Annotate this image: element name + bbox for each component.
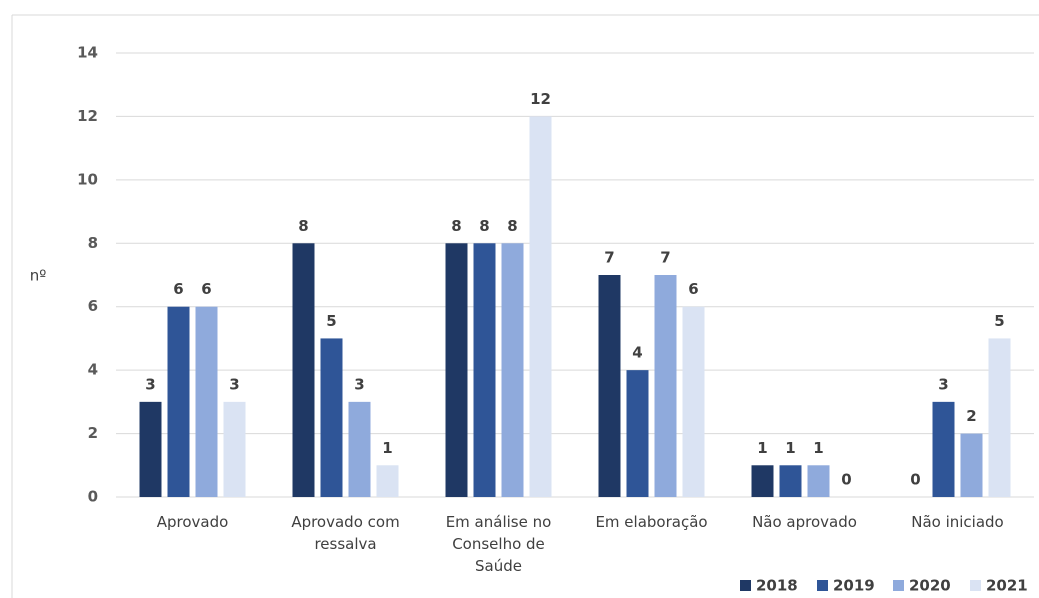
bar: [751, 465, 774, 497]
x-tick-label: Aprovado: [156, 513, 229, 531]
value-label: 7: [660, 249, 670, 267]
y-tick-label: 6: [88, 297, 98, 315]
bar: [501, 243, 524, 497]
bar: [139, 401, 162, 497]
y-tick-label: 0: [88, 488, 98, 506]
y-axis-label: nº: [30, 267, 47, 285]
bar: [195, 306, 218, 497]
bar: [960, 433, 983, 497]
legend-swatch: [817, 580, 828, 591]
x-tick-label: Em análise no Conselho de Saúde: [445, 513, 552, 575]
bar: [932, 401, 955, 497]
value-label: 1: [785, 439, 795, 457]
value-label: 6: [173, 280, 183, 298]
value-label: 8: [298, 217, 308, 235]
value-label: 8: [507, 217, 517, 235]
x-tick-label-box: Não iniciado: [911, 513, 1004, 531]
value-label: 1: [813, 439, 823, 457]
value-label: 5: [326, 312, 336, 330]
bar: [529, 116, 552, 497]
value-label: 3: [354, 375, 364, 393]
value-label: 1: [757, 439, 767, 457]
bar: [376, 465, 399, 497]
x-tick-label: Aprovado com ressalva: [291, 513, 400, 553]
value-label: 0: [910, 471, 920, 489]
bar: [348, 401, 371, 497]
bar: [445, 243, 468, 497]
bar: [473, 243, 496, 497]
legend-label: 2021: [986, 577, 1028, 595]
value-label: 7: [604, 249, 614, 267]
legend-swatch: [893, 580, 904, 591]
y-tick-label: 14: [77, 44, 98, 62]
value-label: 3: [145, 375, 155, 393]
value-label: 3: [229, 375, 239, 393]
x-tick-label-box: Aprovado: [156, 513, 229, 531]
y-tick-label: 12: [77, 107, 98, 125]
x-tick-label-box: Em elaboração: [595, 513, 708, 531]
value-label: 4: [632, 344, 642, 362]
legend-swatch: [740, 580, 751, 591]
y-tick-label: 4: [88, 361, 98, 379]
legend-swatch: [970, 580, 981, 591]
value-label: 8: [451, 217, 461, 235]
value-label: 6: [201, 280, 211, 298]
value-label: 12: [530, 90, 551, 108]
x-tick-label-box: Aprovado com ressalva: [291, 513, 400, 553]
y-tick-label: 8: [88, 234, 98, 252]
bar: [779, 465, 802, 497]
x-tick-label: Não aprovado: [752, 513, 857, 531]
bar: [682, 306, 705, 497]
bar: [807, 465, 830, 497]
value-label: 3: [938, 375, 948, 393]
value-label: 1: [382, 439, 392, 457]
bar: [654, 275, 677, 497]
value-label: 6: [688, 280, 698, 298]
bar: [320, 338, 343, 497]
bar: [223, 401, 246, 497]
legend-label: 2020: [909, 577, 951, 595]
value-label: 2: [966, 407, 976, 425]
value-label: 5: [994, 312, 1004, 330]
bar: [167, 306, 190, 497]
bar: [626, 370, 649, 497]
x-tick-label: Em elaboração: [595, 513, 708, 531]
legend-label: 2019: [833, 577, 875, 595]
y-tick-label: 10: [77, 170, 98, 188]
x-tick-label-box: Não aprovado: [752, 513, 857, 531]
value-label: 8: [479, 217, 489, 235]
legend-label: 2018: [756, 577, 798, 595]
y-tick-label: 2: [88, 424, 98, 442]
bar: [292, 243, 315, 497]
x-tick-label-box: Em análise no Conselho de Saúde: [445, 513, 552, 575]
x-tick-label: Não iniciado: [911, 513, 1004, 531]
bar: [598, 275, 621, 497]
bar: [988, 338, 1011, 497]
value-label: 0: [841, 471, 851, 489]
